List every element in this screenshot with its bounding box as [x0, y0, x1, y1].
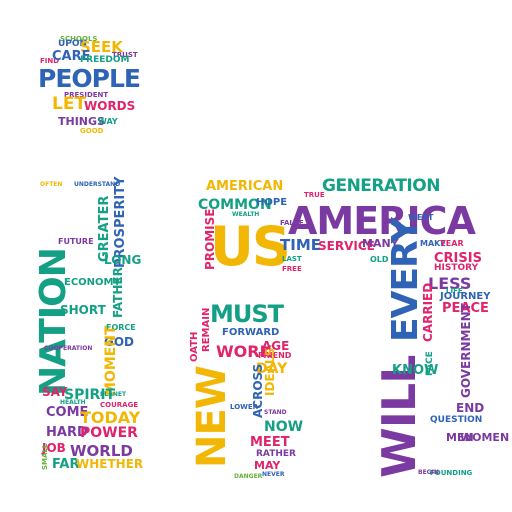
- word: MUST: [210, 300, 284, 328]
- word: PROMISE: [203, 208, 217, 270]
- word: WORDS: [84, 99, 136, 113]
- word: GOVERNMENT: [459, 303, 473, 398]
- word: FRIEND: [258, 351, 292, 360]
- word: OLD: [370, 255, 389, 264]
- word: CARRIED: [421, 282, 435, 342]
- word: CRISIS: [434, 251, 482, 266]
- word: LIFE: [446, 287, 463, 295]
- word: COME: [46, 405, 89, 420]
- word: WORLD: [70, 442, 133, 460]
- word: PEACE: [442, 301, 489, 316]
- word: WAY: [98, 117, 118, 126]
- word: OATH: [189, 331, 200, 362]
- word: FUTURE: [58, 237, 94, 246]
- word: HEALTH: [60, 399, 86, 406]
- word: SHORT: [60, 303, 106, 317]
- word: AGE: [262, 339, 290, 353]
- word: MOMENT: [103, 325, 119, 396]
- word: HISTORY: [434, 263, 479, 273]
- word: OFTEN: [40, 181, 63, 188]
- word: FORWARD: [222, 327, 280, 338]
- word: WORK: [216, 342, 272, 361]
- word: AMERICAN: [206, 179, 284, 194]
- word: END: [456, 401, 485, 415]
- word: COURAGE: [100, 401, 139, 409]
- word: PEOPLE: [38, 64, 141, 93]
- word: MANY: [362, 237, 399, 250]
- word: WEALTH: [232, 211, 260, 218]
- word: CARE: [52, 49, 91, 64]
- word: JOB: [42, 441, 66, 455]
- word: FORCE: [106, 323, 136, 332]
- word: FATHER: [111, 267, 125, 318]
- word: FALSE: [280, 219, 304, 227]
- word: WOMEN: [460, 431, 510, 444]
- word: POWER: [80, 425, 138, 441]
- word: TODAY: [80, 408, 141, 427]
- word: SEEK: [80, 38, 123, 56]
- word: US: [210, 215, 291, 278]
- word: SAY: [42, 385, 68, 399]
- word: MEN: [446, 431, 474, 444]
- word: SCHOOLS: [60, 35, 98, 43]
- word: GOD: [104, 335, 135, 349]
- word: DANGER: [234, 473, 263, 480]
- word: LAST: [282, 255, 302, 263]
- word: GOOD: [80, 127, 104, 135]
- word: UNDERSTAND: [74, 181, 121, 188]
- word: SERVICE: [318, 239, 375, 253]
- word: FIND: [40, 57, 60, 65]
- word: COOPERATION: [44, 345, 93, 352]
- word: FAR: [52, 457, 80, 472]
- word: AMERICA: [288, 199, 476, 243]
- word: TRUST: [112, 51, 138, 59]
- word: LET: [52, 94, 87, 114]
- word: TIME: [280, 236, 321, 254]
- word: KNOW: [392, 363, 439, 378]
- word: LONG: [104, 253, 142, 267]
- word: NEW: [189, 366, 235, 468]
- word: SMALL: [41, 443, 49, 470]
- word: SPIRIT: [64, 387, 116, 403]
- word: DAY: [256, 361, 288, 377]
- word: PRESIDENT: [64, 91, 109, 99]
- word: FACE: [425, 351, 435, 376]
- word: HOPE: [256, 197, 288, 208]
- word: IDEALS: [263, 347, 277, 396]
- word: MAY: [254, 459, 281, 472]
- word: COMMON: [198, 197, 272, 213]
- word: UPON: [58, 39, 88, 49]
- word: HARD: [46, 425, 88, 440]
- word: NEVER: [262, 471, 285, 478]
- word: PLANET: [100, 391, 127, 398]
- word: LESS: [428, 274, 472, 293]
- word: QUESTION: [430, 415, 483, 425]
- word: EVERY: [385, 218, 426, 342]
- word: YEAR: [440, 239, 464, 248]
- word: WHETHER: [76, 457, 144, 471]
- word: JOURNEY: [440, 291, 491, 302]
- word: THINGS: [58, 115, 105, 128]
- word: FREEDOM: [80, 55, 130, 65]
- word: FOUNDING: [430, 469, 473, 477]
- word: FREE: [282, 265, 302, 273]
- word: MAKE: [420, 239, 446, 248]
- word: NATION: [33, 248, 74, 396]
- word: TRUE: [304, 191, 325, 199]
- word: WEST: [408, 213, 434, 222]
- word: GENERATION: [322, 176, 440, 196]
- word: LOWER: [230, 403, 259, 411]
- word: NOW: [264, 419, 304, 435]
- word: ECONOMY: [64, 277, 121, 288]
- word: STAND: [264, 409, 287, 416]
- word: BEGIN: [418, 469, 439, 476]
- word: MEET: [250, 435, 290, 450]
- word: REMAIN: [201, 307, 212, 352]
- word: RATHER: [256, 449, 296, 459]
